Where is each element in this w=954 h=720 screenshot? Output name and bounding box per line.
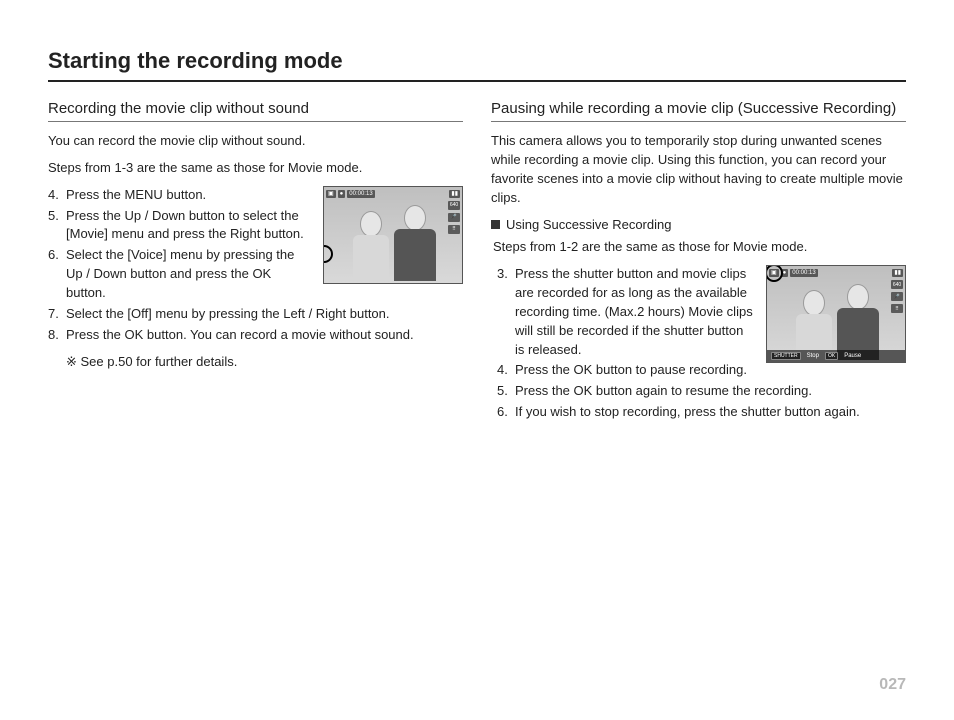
manual-page: Starting the recording mode Recording th… [0, 0, 954, 720]
osd-topbar: ▣●00:00:13 ▮▮ [326, 189, 460, 199]
right-subheading: Using Successive Recording [491, 217, 906, 232]
pause-label: Pause [844, 353, 861, 359]
right-section-title: Pausing while recording a movie clip (Su… [491, 100, 906, 122]
left-column: Recording the movie clip without sound Y… [48, 100, 463, 424]
square-bullet-icon [491, 220, 500, 229]
left-note: ※ See p.50 for further details. [48, 354, 463, 370]
osd-timer: 00:00:13 [790, 269, 817, 277]
osd-right-icons: 640 🎤 ⠿ [448, 201, 460, 234]
right-steps-full: 5.Press the OK button again to resume th… [491, 382, 906, 422]
step-item: 5.Press the OK button again to resume th… [497, 382, 906, 401]
step-item: 7.Select the [Off] menu by pressing the … [48, 305, 463, 324]
battery-icon: ▮▮ [892, 269, 903, 277]
resolution-badge: 640 [891, 280, 903, 289]
left-intro-1: You can record the movie clip without so… [48, 132, 463, 151]
camera-screenshot-left: ▣●00:00:13 ▮▮ 640 🎤 ⠿ [323, 186, 463, 284]
groom-figure [392, 205, 440, 284]
callout-circle-icon [323, 245, 333, 263]
left-intro-2: Steps from 1-3 are the same as those for… [48, 159, 463, 178]
camera-screenshot-right: ▣●00:00:13 ▮▮ 640 🎤 ⠿ SHUTTER Stop [766, 265, 906, 363]
mic-off-icon: 🎤 [448, 213, 460, 222]
settings-icon: ⠿ [448, 225, 460, 234]
right-steps-block: ▣●00:00:13 ▮▮ 640 🎤 ⠿ SHUTTER Stop [491, 265, 906, 422]
callout-circle-icon [766, 265, 783, 282]
right-column: Pausing while recording a movie clip (Su… [491, 100, 906, 424]
shutter-button-label: SHUTTER [771, 352, 801, 360]
osd-bottom-bar: SHUTTER Stop OK Pause [767, 350, 905, 362]
step-item: 8.Press the OK button. You can record a … [48, 326, 463, 345]
right-sub-intro: Steps from 1-2 are the same as those for… [493, 238, 906, 257]
left-steps-block: ▣●00:00:13 ▮▮ 640 🎤 ⠿ 4.Press [48, 186, 463, 371]
right-intro: This camera allows you to temporarily st… [491, 132, 906, 207]
bride-figure [350, 207, 394, 284]
two-column-layout: Recording the movie clip without sound Y… [48, 100, 906, 424]
step-item: 6.If you wish to stop recording, press t… [497, 403, 906, 422]
resolution-badge: 640 [448, 201, 460, 210]
page-title: Starting the recording mode [48, 48, 906, 82]
osd-timer: 00:00:13 [347, 190, 374, 198]
sample-photo [344, 207, 442, 283]
left-steps-full: 7.Select the [Off] menu by pressing the … [48, 305, 463, 345]
step-item: 4.Press the OK button to pause recording… [497, 361, 906, 380]
video-icon: ▣ [326, 190, 336, 198]
battery-icon: ▮▮ [449, 190, 460, 198]
page-number: 027 [879, 676, 906, 694]
ok-button-label: OK [825, 352, 838, 360]
osd-right-icons: 640 🎤 ⠿ [891, 280, 903, 313]
subheading-text: Using Successive Recording [506, 217, 671, 232]
left-section-title: Recording the movie clip without sound [48, 100, 463, 122]
rec-dot-icon: ● [338, 190, 346, 198]
mic-icon: 🎤 [891, 292, 903, 301]
osd-topbar: ▣●00:00:13 ▮▮ [769, 268, 903, 278]
settings-icon: ⠿ [891, 304, 903, 313]
stop-label: Stop [807, 353, 819, 359]
